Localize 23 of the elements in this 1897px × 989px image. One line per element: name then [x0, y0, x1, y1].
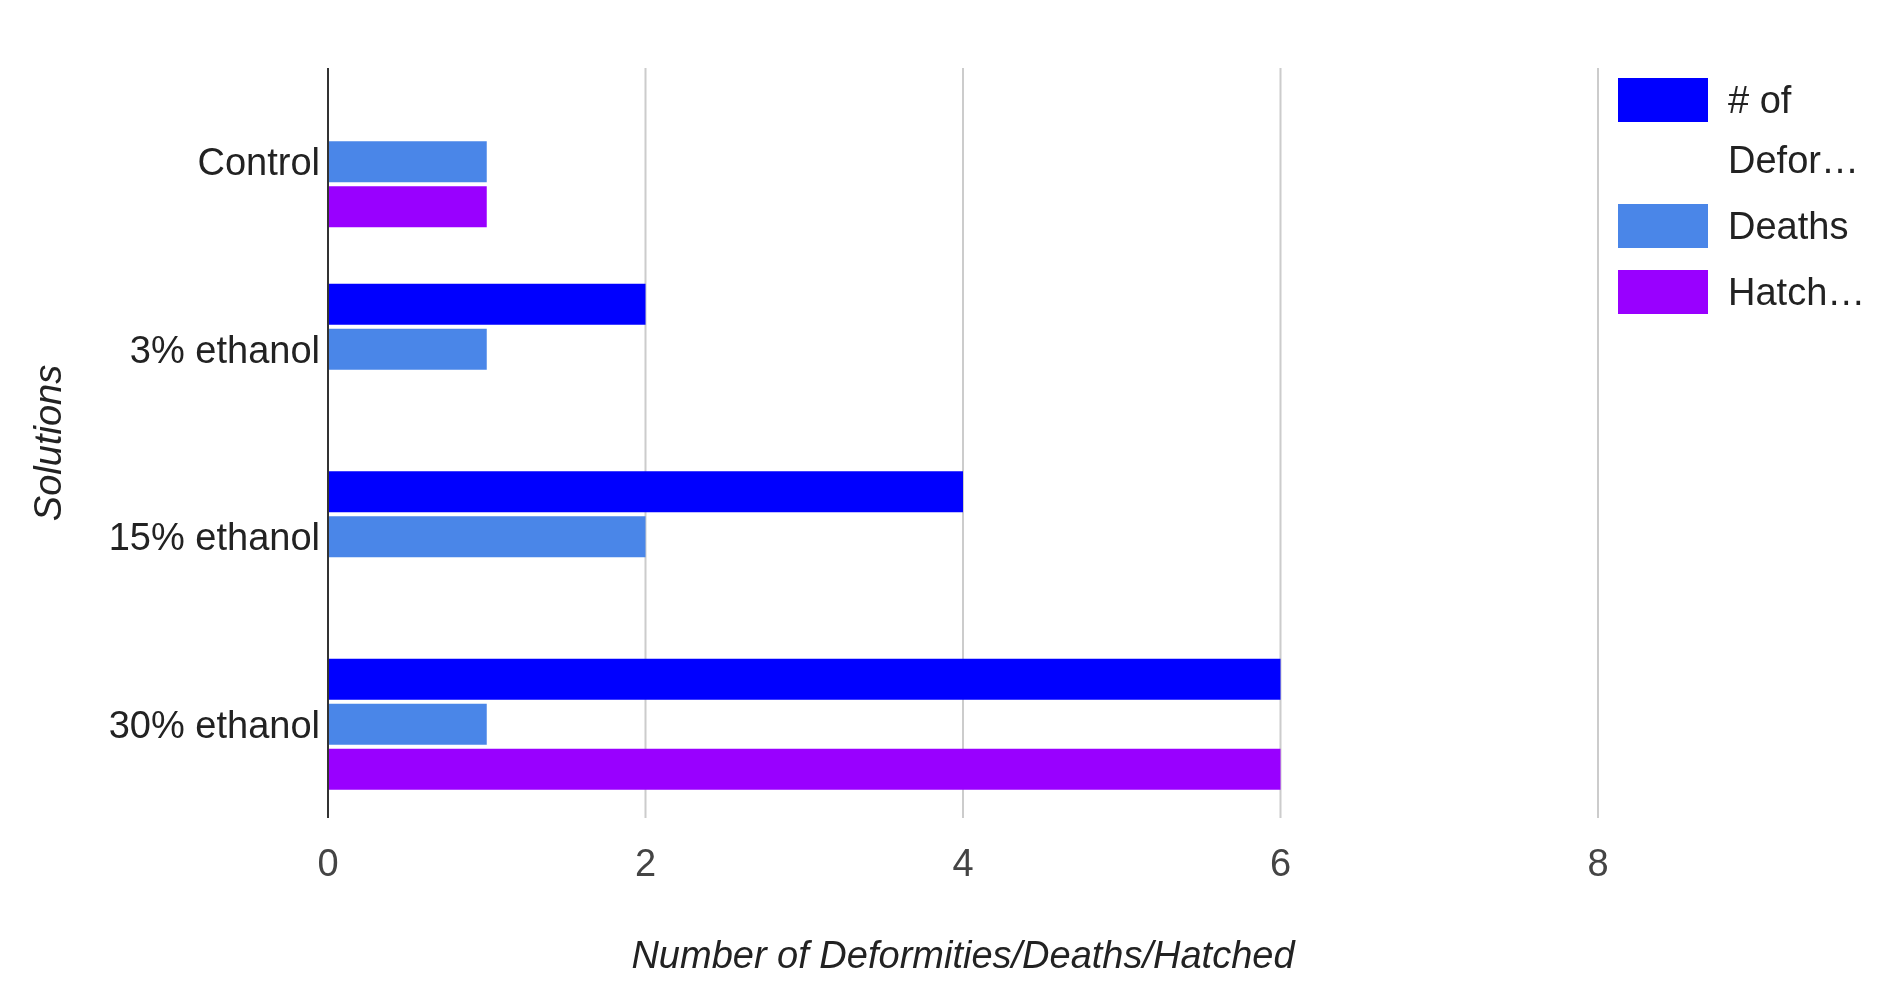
- bar: [328, 328, 487, 370]
- bar: [328, 141, 487, 183]
- x-tick-label: 8: [1587, 841, 1609, 884]
- y-tick-label: Control: [197, 141, 320, 184]
- legend-label: Deaths: [1728, 204, 1850, 249]
- y-tick-label: 15% ethanol: [108, 516, 320, 559]
- x-tick-label: 0: [317, 841, 339, 884]
- y-tick-label: 30% ethanol: [108, 703, 320, 746]
- bar: [328, 283, 646, 325]
- bar: [328, 703, 487, 745]
- x-tick-label: 6: [1269, 841, 1292, 884]
- bar: [328, 516, 646, 558]
- bar: [328, 186, 487, 228]
- y-axis-title: Solutions: [27, 364, 70, 522]
- bar: [328, 748, 1281, 790]
- x-tick-label: 2: [634, 841, 657, 884]
- bar: [328, 658, 1281, 700]
- legend-label: Hatch…: [1728, 270, 1867, 315]
- y-tick-label: 3% ethanol: [129, 328, 320, 371]
- legend-label: # of Defor…: [1728, 78, 1860, 183]
- x-tick-label: 4: [952, 841, 974, 884]
- bar: [328, 471, 963, 513]
- x-axis-title: Number of Deformities/Deaths/Hatched: [631, 934, 1297, 976]
